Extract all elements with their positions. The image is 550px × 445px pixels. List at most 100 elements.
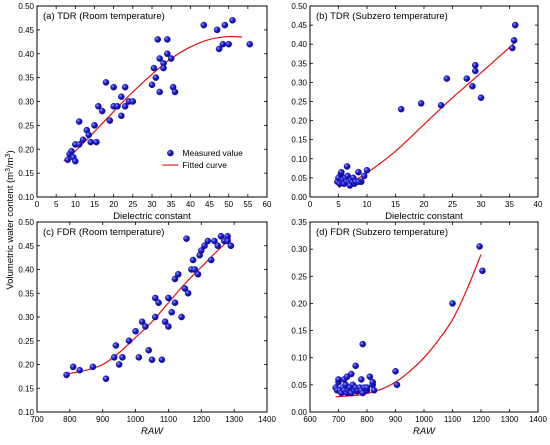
ylabel-mid: /m [5,157,16,168]
x-tick-label: 30 [148,200,157,209]
panel-d: 600 700 800 900 1000 1100 1200 1300 1400 0.00 0.05… [291,218,547,437]
measured-point [246,40,254,48]
measured-point [132,327,139,335]
y-tick-label: 0.30 [18,98,34,107]
measured-point [201,242,208,250]
panels-group: 0 5 10 15 20 25 30 35 40 45 50 55 600.100.150.200.25… [18,2,547,437]
measured-point [338,168,345,176]
measured-point [227,242,235,250]
measured-point [152,74,160,81]
measured-point [171,88,179,96]
measured-point [138,318,146,326]
measured-point [118,93,125,101]
y-tick-label: 0.00 [291,408,307,417]
y-tick-label: 0.10 [18,408,34,417]
x-axis-title: Dielectric constant [113,211,191,222]
y-tick-label: 0.45 [18,242,34,251]
measured-point [160,64,167,72]
ylabel-end: ) [5,150,16,153]
measured-point [224,237,231,245]
x-tick-label: 35 [167,200,176,209]
measured-point [510,37,518,44]
measured-point [463,75,471,82]
panel-c: 700 800 900 1000 1100 1200 1300 1400 0.10 0.15 0.2… [18,218,276,437]
measured-point [93,138,100,146]
measured-point [352,362,359,370]
measured-point [121,83,129,91]
x-tick-label: 30 [477,200,486,209]
measured-point [112,342,120,349]
x-axis-title: RAW [413,426,436,437]
measured-point [207,256,215,264]
y-tick-label: 0.15 [291,327,307,336]
measured-point [357,376,365,383]
y-tick-label: 0.20 [18,361,34,370]
measured-point [200,21,208,29]
y-tick-label: 0.40 [291,40,307,49]
measured-point [211,237,218,245]
y-tick-label: 0.15 [291,136,307,145]
measured-point [393,381,401,389]
measured-point [85,131,93,139]
x-tick-label: 5 [336,200,341,209]
measured-point [183,235,190,242]
panel-title: (a) TDR (Room temperature) [43,11,165,22]
panel-b: 0 5 10 15 20 25 30 35 40 0.00 0.05 0.10 0.15 0.20 0.25… [291,2,543,222]
measured-point [158,356,166,364]
y-tick-label: 0.35 [18,74,34,83]
x-tick-label: 1100 [160,415,178,424]
measured-point [156,55,163,62]
x-tick-label: 1300 [501,415,519,424]
x-tick-label: 1400 [529,415,547,424]
measured-point [135,354,143,361]
y-tick-label: 0.30 [291,245,307,254]
measured-point [469,82,476,90]
measured-point [174,270,182,278]
measured-point [229,17,236,24]
y-tick-label: 0.45 [18,26,34,35]
measured-point [72,157,79,165]
ylabel-sup1: 3 [5,168,12,172]
measured-point [509,44,516,52]
measured-point [167,55,175,62]
ylabel-main: Volumetric water content (m [5,172,16,290]
y-tick-label: 0.45 [291,21,307,30]
y-tick-label: 0.35 [291,59,307,68]
x-tick-label: 600 [303,415,317,424]
measured-point [215,45,223,53]
y-tick-label: 0.15 [18,169,34,178]
measured-point [221,21,229,29]
y-tick-label: 0.10 [291,155,307,164]
y-tick-label: 0.20 [291,299,307,308]
x-tick-label: 60 [263,200,272,209]
measured-point [156,88,163,96]
measured-point [392,367,399,375]
measured-point [360,172,368,180]
measured-point [397,105,405,113]
x-tick-label: 40 [186,200,195,209]
x-tick-label: 20 [420,200,429,209]
measured-point [79,136,87,143]
y-tick-label: 0.00 [291,193,307,202]
measured-point [168,308,176,316]
measured-point [359,340,367,348]
measured-point [213,26,221,34]
plot-area [334,21,519,189]
legend-label-fitted: Fitted curve [182,160,227,170]
panel-title: (d) FDR (Subzero temperature) [316,227,448,238]
measured-point [155,299,162,307]
y-tick-label: 0.20 [291,117,307,126]
measured-point [69,363,77,371]
y-tick-label: 0.15 [18,384,34,393]
x-tick-label: 1000 [415,415,433,424]
plot-area [63,17,254,165]
measured-point [102,375,110,383]
fitted-curve-line [335,254,482,398]
measured-point [479,267,486,275]
x-tick-label: 1200 [472,415,490,424]
x-axis-title: RAW [141,426,164,437]
measured-point [214,242,222,250]
y-tick-label: 0.40 [18,50,34,59]
x-tick-label: 50 [224,200,233,209]
